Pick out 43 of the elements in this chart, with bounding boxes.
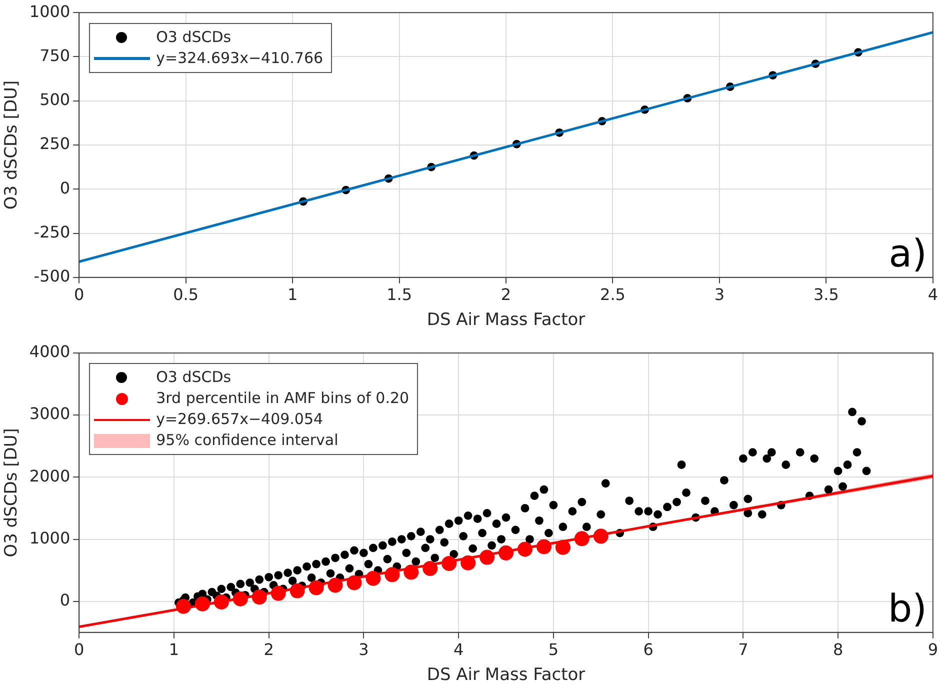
legend-label: 3rd percentile in AMF bins of 0.20 <box>156 388 410 409</box>
x-tick-label: 7 <box>738 640 748 660</box>
y-tick-label: 1000 <box>29 528 70 548</box>
y-tick-label: 3000 <box>29 404 70 424</box>
x-tick-label: 2.5 <box>600 285 626 304</box>
x-tick-label: 9 <box>928 640 938 660</box>
y-tick-label: -500 <box>34 266 70 286</box>
annotation: a) <box>888 231 927 276</box>
x-tick-label: 1.5 <box>386 285 412 304</box>
x-axis-title: DS Air Mass Factor <box>426 310 586 330</box>
annotation: b) <box>888 586 927 630</box>
legend-label: O3 dSCDs <box>156 367 232 388</box>
x-tick-label: 0 <box>74 285 84 304</box>
y-tick-label: 250 <box>40 134 70 154</box>
x-tick-label: 1 <box>287 285 298 304</box>
x-tick-label: 4 <box>453 640 464 660</box>
x-tick-label: 0 <box>74 640 84 660</box>
y-tick-label: 1000 <box>29 2 70 21</box>
x-tick-label: 3 <box>358 640 369 660</box>
x-tick-label: 3.5 <box>813 285 839 304</box>
y-tick-label: -250 <box>34 222 70 242</box>
x-axis-title: DS Air Mass Factor <box>426 665 586 686</box>
x-tick-label: 8 <box>832 640 844 660</box>
y-axis-title: O3 dSCDs [DU] <box>2 80 22 210</box>
y-tick-label: 4000 <box>29 342 70 362</box>
y-tick-label: 500 <box>40 90 70 110</box>
x-tick-label: 6 <box>643 640 654 660</box>
y-tick-label: 2000 <box>29 466 70 486</box>
annotation: 95% confidence interval <box>156 430 338 451</box>
x-tick-label: 4 <box>928 285 938 304</box>
x-tick-label: 0.5 <box>173 285 199 304</box>
x-tick-label: 3 <box>714 285 725 304</box>
x-tick-label: 5 <box>548 640 559 660</box>
legend-label: O3 dSCDs <box>156 26 232 48</box>
legend-label: y=269.657x−409.054 <box>156 409 324 430</box>
y-axis-title: O3 dSCDs [DU] <box>2 428 22 558</box>
y-tick-label: 0 <box>60 178 70 198</box>
y-tick-label: 0 <box>60 590 70 610</box>
legend-label: y=324.693x−410.766 <box>156 48 324 69</box>
x-tick-label: 2 <box>264 640 274 660</box>
x-tick-label: 1 <box>168 640 180 660</box>
x-tick-label: 2 <box>500 285 512 304</box>
y-tick-label: 750 <box>40 46 70 65</box>
